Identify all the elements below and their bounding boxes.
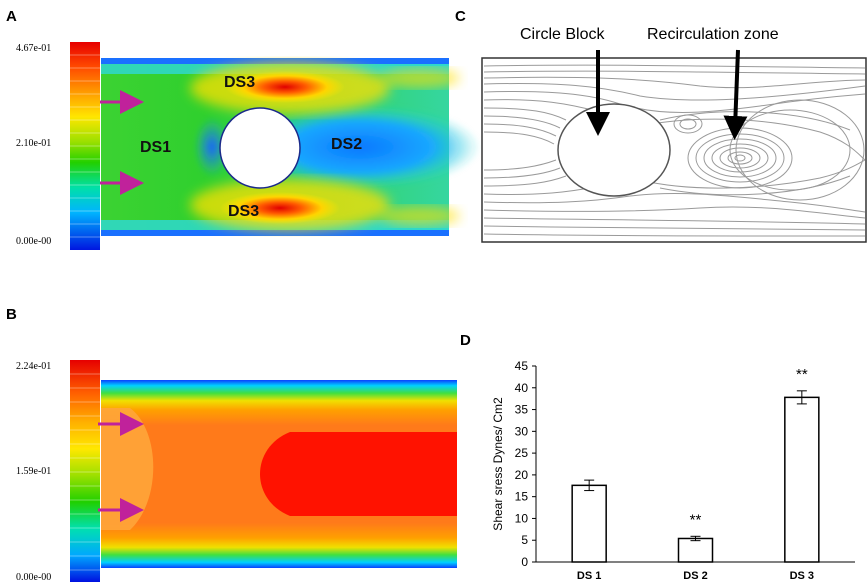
colorbar-b-max: 2.24e-01 [16, 361, 52, 372]
colorbar-a [70, 42, 100, 250]
x-tick-label: DS 3 [790, 570, 814, 582]
bar [571, 484, 607, 563]
flow-field-a [101, 58, 480, 236]
y-tick-label: 5 [521, 533, 528, 547]
y-tick-label: 10 [515, 511, 529, 525]
y-tick-label: 25 [515, 446, 529, 460]
significance-label: ** [796, 366, 808, 383]
y-tick-label: 0 [521, 555, 528, 569]
colorbar-b-mid: 1.59e-01 [16, 466, 52, 477]
y-tick-label: 20 [515, 468, 529, 482]
panel-d-label: D [460, 332, 471, 349]
y-tick-label: 35 [515, 403, 529, 417]
x-tick-label: DS 1 [577, 570, 601, 582]
x-tick-label: DS 2 [683, 570, 707, 582]
streamlines [483, 64, 866, 237]
y-axis-label: Shear sress Dynes/ Cm2 [491, 397, 505, 531]
y-tick-label: 45 [515, 359, 529, 373]
flow-field-b [101, 380, 457, 568]
region-label-ds3-top: DS3 [224, 74, 256, 91]
colorbar-b [70, 360, 100, 582]
significance-label: ** [690, 511, 702, 528]
y-tick-label: 40 [515, 381, 529, 395]
bar [677, 537, 714, 563]
colorbar-a-mid: 2.10e-01 [16, 138, 52, 149]
label-circle-block: Circle Block [520, 26, 605, 43]
colorbar-b-min: 0.00e-00 [16, 572, 52, 583]
region-label-ds2: DS2 [331, 136, 363, 153]
colorbar-a-min: 0.00e-00 [16, 236, 52, 247]
panel-a-label: A [6, 8, 17, 25]
region-label-ds3-bottom: DS3 [228, 203, 260, 220]
label-recirculation-zone: Recirculation zone [647, 26, 779, 43]
colorbar-a-max: 4.67e-01 [16, 43, 52, 54]
y-tick-label: 30 [515, 424, 529, 438]
arrow-recirculation-zone [723, 49, 748, 140]
panel-c-label: C [455, 8, 466, 25]
region-label-ds1: DS1 [140, 139, 172, 156]
circle-block-a [219, 107, 301, 189]
bar [784, 396, 820, 563]
y-tick-label: 15 [515, 490, 529, 504]
panel-b-label: B [6, 306, 17, 323]
